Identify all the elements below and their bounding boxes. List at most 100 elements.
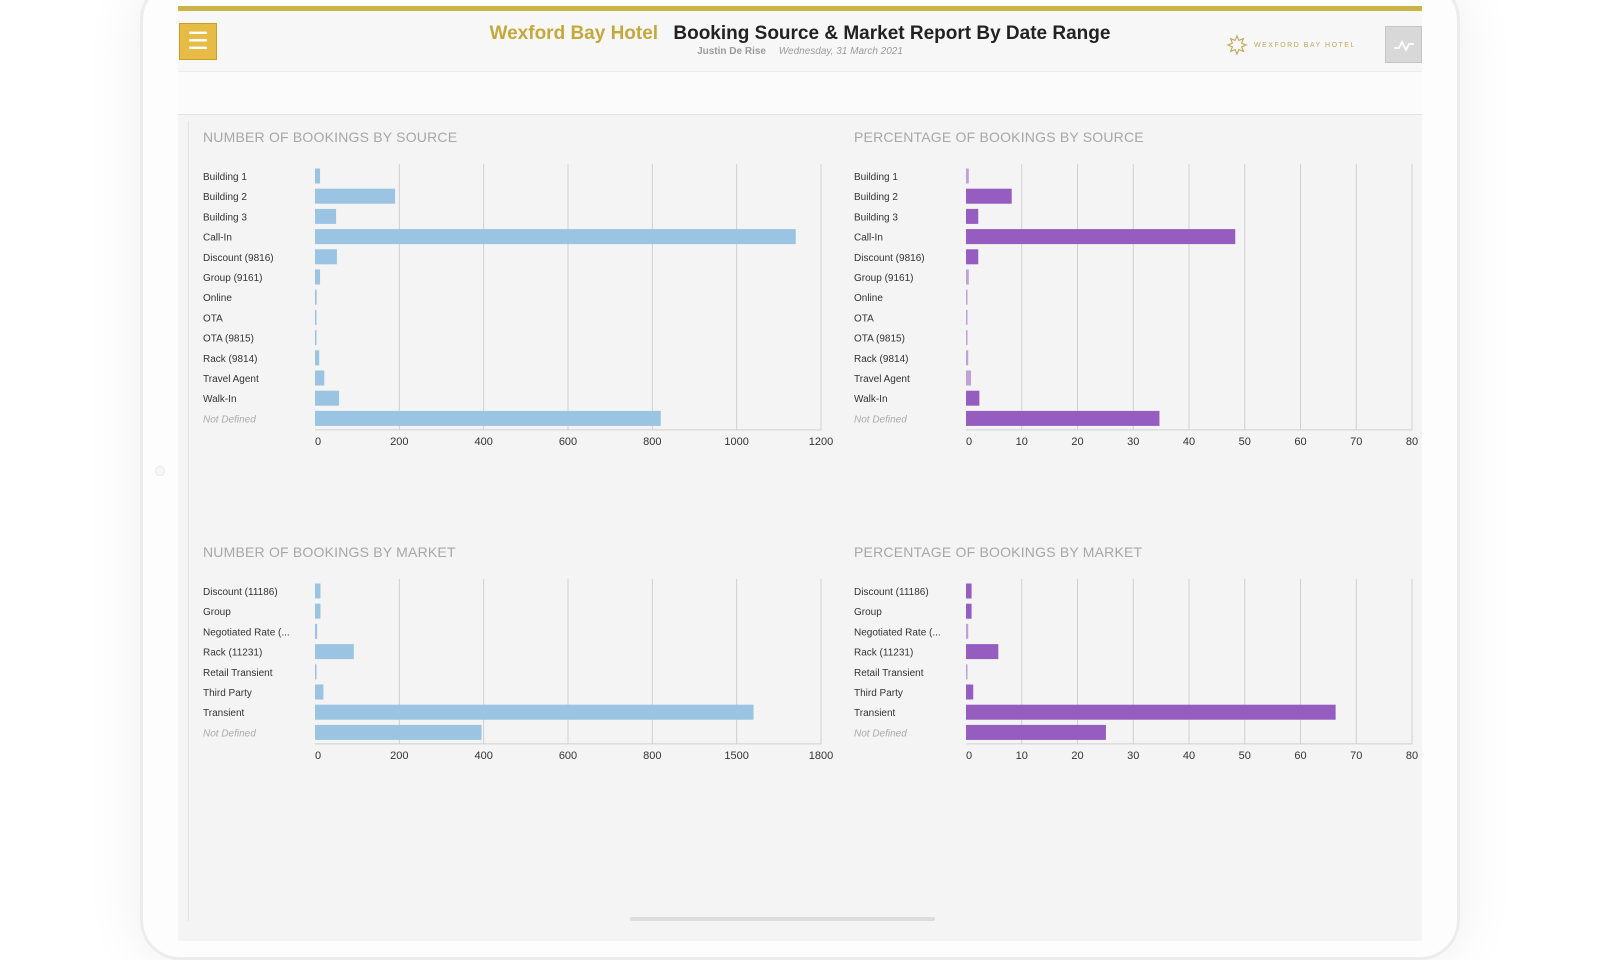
bar[interactable] [315, 724, 482, 740]
bar[interactable] [966, 370, 972, 386]
category-label: Group (9161) [854, 273, 913, 284]
bar[interactable] [315, 330, 317, 346]
bar[interactable] [966, 410, 1160, 426]
bar[interactable] [966, 309, 968, 325]
x-tick-label: 50 [1239, 750, 1251, 762]
bar[interactable] [315, 684, 324, 700]
category-label: Retail Transient [854, 668, 924, 679]
x-tick-label: 30 [1127, 750, 1139, 762]
bar[interactable] [315, 350, 320, 366]
bar[interactable] [966, 188, 1012, 204]
bar[interactable] [966, 350, 969, 366]
category-label: Not Defined [203, 728, 256, 739]
x-tick-label: 40 [1183, 436, 1195, 448]
category-label: Online [203, 293, 232, 304]
app-screen: ☰ Wexford Bay Hotel Booking Source & Mar… [178, 6, 1422, 941]
bar[interactable] [315, 370, 325, 386]
content-divider [188, 121, 189, 921]
category-label: Group [854, 607, 882, 618]
x-tick-label: 200 [390, 436, 408, 448]
report-title-block: Wexford Bay Hotel Booking Source & Marke… [178, 23, 1422, 57]
bar[interactable] [966, 229, 1236, 245]
bar[interactable] [315, 249, 337, 265]
bar[interactable] [966, 249, 979, 265]
x-tick-label: 40 [1183, 750, 1195, 762]
app-header: ☰ Wexford Bay Hotel Booking Source & Mar… [178, 11, 1422, 71]
bar[interactable] [315, 208, 337, 224]
category-label: Rack (11231) [854, 648, 913, 659]
bar[interactable] [315, 704, 754, 720]
x-tick-label: 600 [559, 436, 577, 448]
x-tick-label: 10 [1016, 436, 1028, 448]
chart-title: PERCENTAGE OF BOOKINGS BY SOURCE [854, 129, 1144, 145]
bar[interactable] [966, 684, 974, 700]
bar[interactable] [966, 330, 968, 346]
home-indicator [630, 917, 935, 921]
bar[interactable] [966, 269, 969, 285]
x-tick-label: 1500 [724, 750, 748, 762]
category-label: Call-In [854, 233, 883, 244]
chart-percentage-by-market: PERCENTAGE OF BOOKINGS BY MARKET 0 10 20 30… [854, 544, 1418, 784]
bar[interactable] [966, 603, 972, 619]
category-label: Transient [203, 708, 245, 719]
bar[interactable] [966, 623, 969, 639]
category-label: OTA [854, 313, 874, 324]
bar[interactable] [315, 269, 321, 285]
chart-percentage-by-source: PERCENTAGE OF BOOKINGS BY SOURCE 0 10 20 30… [854, 129, 1418, 449]
category-label: Rack (11231) [203, 648, 262, 659]
bar[interactable] [315, 188, 396, 204]
x-tick-label: 80 [1406, 750, 1418, 762]
bar[interactable] [315, 583, 321, 599]
x-tick-label: 400 [474, 750, 492, 762]
line-chart-icon [1393, 39, 1414, 52]
x-tick-label: 0 [315, 750, 321, 762]
bar[interactable] [315, 390, 340, 406]
chart-view-button[interactable] [1385, 26, 1422, 63]
x-tick-label: 1800 [809, 750, 833, 762]
category-label: OTA [203, 313, 223, 324]
bar[interactable] [315, 229, 796, 245]
category-label: Online [854, 293, 883, 304]
title-line: Wexford Bay Hotel Booking Source & Marke… [178, 23, 1422, 45]
bar[interactable] [966, 583, 972, 599]
chart-title: NUMBER OF BOOKINGS BY SOURCE [203, 129, 458, 145]
filter-toolbar [178, 71, 1422, 115]
category-label: Group (9161) [203, 273, 262, 284]
chart-svg: 0 200 400 600 800 1500 1800 Discount (11186) Gro… [203, 579, 833, 762]
x-tick-label: 1000 [724, 436, 748, 448]
category-label: Walk-In [203, 394, 237, 405]
bar[interactable] [966, 289, 968, 305]
bar[interactable] [966, 168, 969, 184]
category-label: Building 1 [203, 172, 247, 183]
bar[interactable] [315, 168, 321, 184]
bar[interactable] [315, 623, 318, 639]
category-label: Discount (11186) [203, 587, 278, 598]
bar[interactable] [966, 664, 968, 680]
bar[interactable] [966, 208, 979, 224]
bar[interactable] [315, 664, 317, 680]
bar[interactable] [966, 704, 1336, 720]
bar[interactable] [315, 603, 321, 619]
bar[interactable] [966, 644, 999, 660]
chart-title: PERCENTAGE OF BOOKINGS BY MARKET [854, 544, 1143, 560]
x-tick-label: 0 [966, 750, 972, 762]
category-label: Negotiated Rate (... [854, 627, 941, 638]
bar[interactable] [966, 724, 1106, 740]
bar[interactable] [315, 410, 661, 426]
bar[interactable] [315, 644, 354, 660]
category-label: Not Defined [203, 414, 256, 425]
menu-button[interactable]: ☰ [179, 23, 217, 60]
chart-bookings-by-market: NUMBER OF BOOKINGS BY MARKET 0 200 400 600 8… [203, 544, 833, 784]
bar[interactable] [966, 390, 980, 406]
category-label: Negotiated Rate (... [203, 627, 290, 638]
bar[interactable] [315, 309, 317, 325]
chart-svg: 0 10 20 30 40 50 60 70 80 Discount (11186) Group Ne… [854, 579, 1418, 762]
category-label: OTA (9815) [854, 334, 905, 345]
x-tick-label: 70 [1350, 436, 1362, 448]
category-label: Travel Agent [203, 374, 259, 385]
category-label: Walk-In [854, 394, 888, 405]
report-title: Booking Source & Market Report By Date R… [673, 23, 1111, 44]
category-label: Not Defined [854, 728, 907, 739]
x-tick-label: 60 [1294, 750, 1306, 762]
bar[interactable] [315, 289, 317, 305]
